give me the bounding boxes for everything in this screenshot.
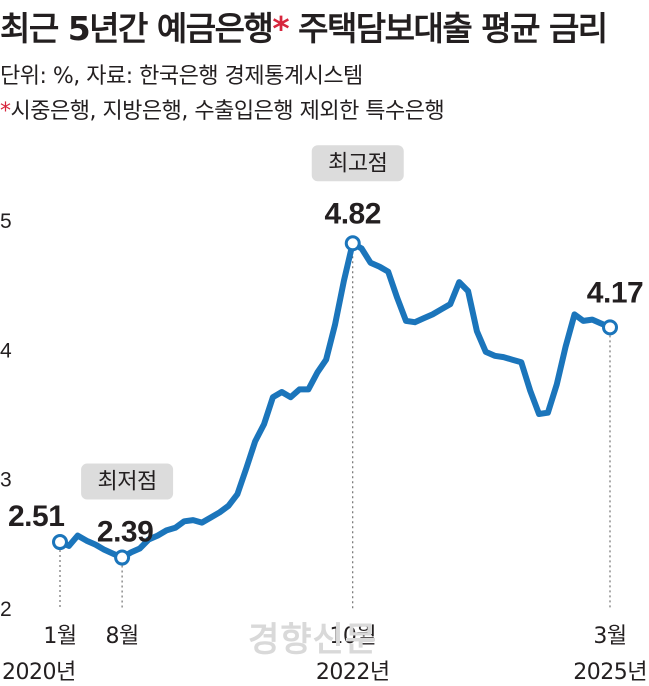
callout-box [81, 463, 174, 500]
y-tick-label: 3 [0, 469, 12, 492]
y-tick-label: 5 [0, 210, 12, 233]
guide-lines [59, 251, 611, 610]
value-label: 4.82 [325, 197, 381, 230]
y-tick-label: 2 [0, 598, 12, 621]
y-axis: 2 3 4 5 [0, 210, 12, 621]
series-line [57, 240, 613, 561]
unit-source-note: 단위: %, 자료: 한국은행 경제통계시스템 [0, 64, 363, 89]
data-point-marker [114, 549, 131, 566]
highlight-markers [52, 235, 618, 566]
x-tick-year: 2025년 [573, 660, 647, 685]
x-axis: 1월 2020년 8월 10월 2022년 3월 2025년 [2, 624, 648, 685]
value-label: 4.17 [587, 276, 643, 309]
x-tick-month: 3월 [593, 624, 626, 649]
value-label: 2.51 [8, 500, 64, 533]
rate-line [57, 240, 613, 561]
value-label: 2.39 [97, 516, 153, 549]
x-tick-month: 8월 [105, 624, 138, 649]
x-tick-year: 2020년 [2, 660, 76, 685]
chart-title: 최근 5년간 예금은행* 주택담보대출 평균 금리 [0, 9, 608, 48]
y-tick-label: 4 [0, 339, 12, 362]
value-labels: 2.51 2.39 4.82 4.17 [8, 197, 644, 549]
x-tick-month: 10월 [329, 624, 376, 649]
data-point-marker [602, 319, 618, 336]
footnote: *시중은행, 지방은행, 수출입은행 제외한 특수은행 [0, 99, 445, 124]
callout-label: 최저점 [97, 470, 156, 495]
x-tick-year: 2022년 [316, 660, 390, 685]
data-point-marker [52, 534, 68, 551]
callouts: 최저점 최고점 [81, 145, 404, 500]
callout-label: 최고점 [328, 151, 387, 176]
watermark-logo: 경향신문 [248, 620, 378, 660]
x-tick-month: 1월 [43, 624, 76, 649]
callout-box [311, 145, 404, 182]
data-point-marker [344, 235, 361, 252]
